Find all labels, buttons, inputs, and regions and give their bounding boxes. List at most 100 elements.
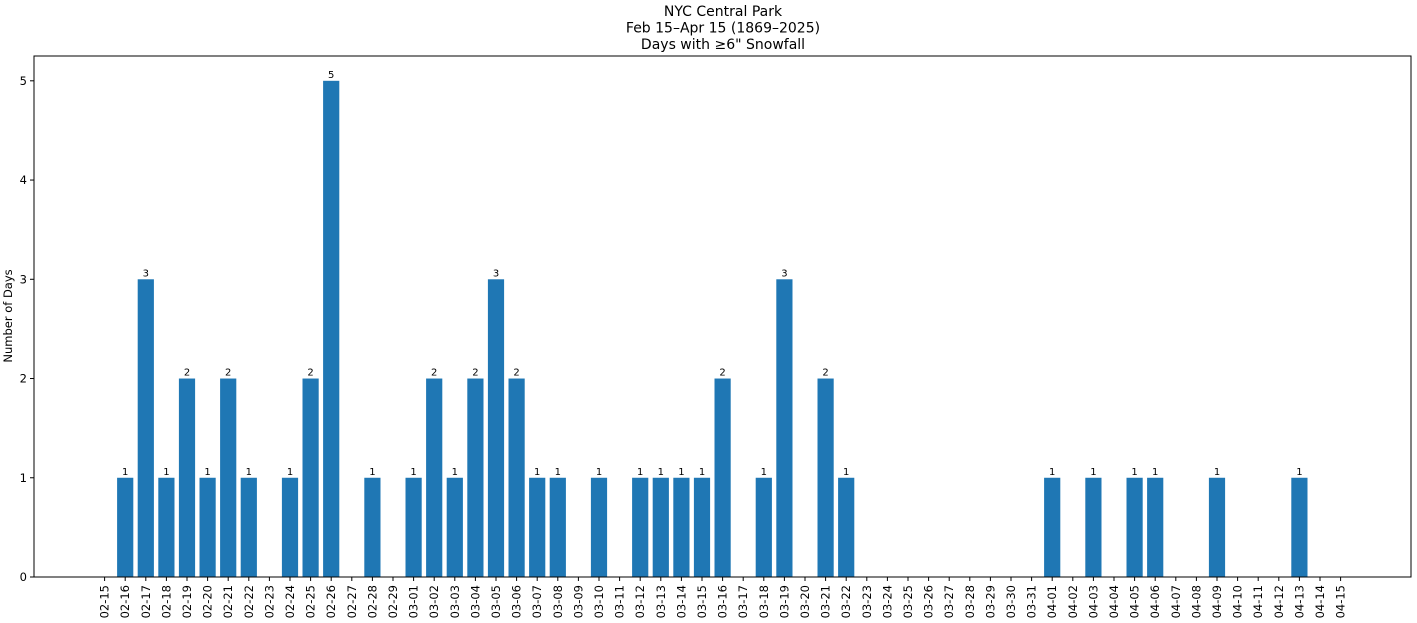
bar-value-label-03-03: 1 — [452, 467, 458, 478]
x-tick-label-03-08: 03-08 — [551, 585, 565, 618]
bar-value-label-03-07: 1 — [534, 467, 540, 478]
bar-02-25 — [302, 378, 319, 577]
y-tick-label-0: 0 — [20, 570, 27, 584]
chart-title-line-3: Days with ≥6" Snowfall — [641, 37, 805, 53]
x-tick-label-03-31: 03-31 — [1025, 585, 1039, 618]
x-tick-label-03-18: 03-18 — [757, 585, 771, 618]
x-tick-label-02-28: 02-28 — [365, 585, 379, 618]
bar-03-03 — [446, 477, 463, 577]
x-tick-label-03-15: 03-15 — [695, 585, 709, 618]
bar-value-label-03-10: 1 — [596, 467, 602, 478]
y-tick-label-5: 5 — [20, 74, 27, 88]
bar-value-label-03-04: 2 — [472, 368, 478, 379]
x-tick-label-03-26: 03-26 — [922, 585, 936, 618]
bar-02-28 — [364, 477, 381, 577]
x-tick-label-03-30: 03-30 — [1004, 585, 1018, 618]
bar-02-21 — [220, 378, 237, 577]
bar-02-24 — [281, 477, 299, 577]
y-axis: 0 1 2 3 4 5 — [20, 74, 34, 584]
bar-03-15 — [693, 477, 711, 577]
x-tick-label-03-05: 03-05 — [489, 585, 503, 618]
x-tick-label-02-29: 02-29 — [386, 585, 400, 618]
x-axis: 02-15 02-16 02-17 02-18 02-19 02-20 02-21 02-22… — [98, 577, 1348, 618]
bar-value-label-02-19: 2 — [184, 368, 190, 379]
bar-02-19 — [178, 378, 196, 577]
x-tick-label-03-06: 03-06 — [510, 585, 524, 618]
bar-value-label-03-15: 1 — [699, 467, 705, 478]
x-tick-label-03-01: 03-01 — [407, 585, 421, 618]
bar-value-label-03-14: 1 — [678, 467, 684, 478]
x-tick-label-03-21: 03-21 — [819, 585, 833, 618]
bar-value-label-03-13: 1 — [658, 467, 664, 478]
x-tick-label-02-21: 02-21 — [221, 585, 235, 618]
x-tick-label-03-04: 03-04 — [468, 585, 482, 618]
chart-title-line-2: Feb 15–Apr 15 (1869–2025) — [626, 21, 820, 37]
bar-value-label-02-22: 1 — [246, 467, 252, 478]
bar-value-label-03-08: 1 — [555, 467, 561, 478]
bar-labels-group: 1 3 1 2 1 2 1 1 2 5 1 1 2 1 2 3 2 1 1 1 1 1 1 1 2 1 3 2 1 1 1 1 1 1 1 — [122, 70, 1303, 478]
y-axis-label: Number of Days — [1, 269, 15, 362]
x-tick-label-02-18: 02-18 — [159, 585, 173, 618]
x-tick-label-02-20: 02-20 — [201, 585, 215, 618]
bar-value-label-04-01: 1 — [1049, 467, 1055, 478]
bar-value-label-03-05: 3 — [493, 268, 499, 279]
bar-04-05 — [1126, 477, 1143, 577]
x-tick-label-03-03: 03-03 — [448, 585, 462, 618]
x-tick-label-02-26: 02-26 — [324, 585, 338, 618]
bar-04-13 — [1291, 477, 1308, 577]
bar-03-12 — [632, 477, 649, 577]
bar-03-07 — [529, 477, 546, 577]
bar-value-label-02-24: 1 — [287, 467, 293, 478]
x-tick-label-03-20: 03-20 — [798, 585, 812, 618]
x-tick-label-02-17: 02-17 — [139, 585, 153, 618]
x-tick-label-02-22: 02-22 — [242, 585, 256, 618]
x-tick-label-03-23: 03-23 — [860, 585, 874, 618]
bar-03-06 — [508, 378, 525, 577]
y-tick-label-1: 1 — [20, 471, 27, 485]
x-tick-label-04-09: 04-09 — [1210, 585, 1224, 618]
x-tick-label-04-13: 04-13 — [1292, 585, 1306, 618]
bar-02-17 — [137, 279, 154, 577]
x-tick-label-04-07: 04-07 — [1169, 585, 1183, 618]
bar-02-26 — [323, 80, 340, 578]
x-tick-label-03-12: 03-12 — [633, 585, 647, 618]
bar-03-19 — [776, 279, 793, 577]
bar-value-label-02-16: 1 — [122, 467, 128, 478]
x-tick-label-04-01: 04-01 — [1045, 585, 1059, 618]
y-tick-label-3: 3 — [20, 272, 27, 286]
bar-value-label-03-19: 3 — [781, 268, 787, 279]
x-tick-label-03-13: 03-13 — [654, 585, 668, 618]
bar-03-16 — [714, 378, 731, 577]
bar-03-22 — [838, 477, 855, 577]
bar-value-label-04-09: 1 — [1214, 467, 1220, 478]
bar-02-18 — [158, 477, 175, 577]
bar-04-06 — [1147, 477, 1164, 577]
bar-value-label-02-18: 1 — [163, 467, 169, 478]
bar-value-label-02-21: 2 — [225, 368, 231, 379]
bar-value-label-03-06: 2 — [513, 368, 519, 379]
x-tick-label-03-24: 03-24 — [880, 585, 894, 618]
bar-value-label-03-21: 2 — [822, 368, 828, 379]
bar-value-label-02-26: 5 — [328, 70, 334, 81]
x-tick-label-04-15: 04-15 — [1334, 585, 1348, 618]
x-tick-label-02-24: 02-24 — [283, 585, 297, 618]
x-tick-label-02-16: 02-16 — [118, 585, 132, 618]
x-tick-label-04-08: 04-08 — [1189, 585, 1203, 618]
bar-value-label-04-13: 1 — [1296, 467, 1302, 478]
x-tick-label-02-25: 02-25 — [304, 585, 318, 618]
bar-04-01 — [1044, 477, 1061, 577]
bar-03-13 — [652, 477, 669, 577]
bar-value-label-02-17: 3 — [143, 268, 149, 279]
x-tick-label-03-14: 03-14 — [674, 585, 688, 618]
x-tick-label-03-27: 03-27 — [942, 585, 956, 618]
bar-value-label-02-25: 2 — [307, 368, 313, 379]
bar-value-label-02-20: 1 — [204, 467, 210, 478]
bar-03-05 — [487, 279, 505, 577]
bar-value-label-03-01: 1 — [410, 467, 416, 478]
x-tick-label-03-28: 03-28 — [963, 585, 977, 618]
bar-03-18 — [755, 477, 772, 577]
bar-04-09 — [1208, 477, 1226, 577]
x-tick-label-04-05: 04-05 — [1128, 585, 1142, 618]
bar-03-21 — [817, 378, 834, 577]
